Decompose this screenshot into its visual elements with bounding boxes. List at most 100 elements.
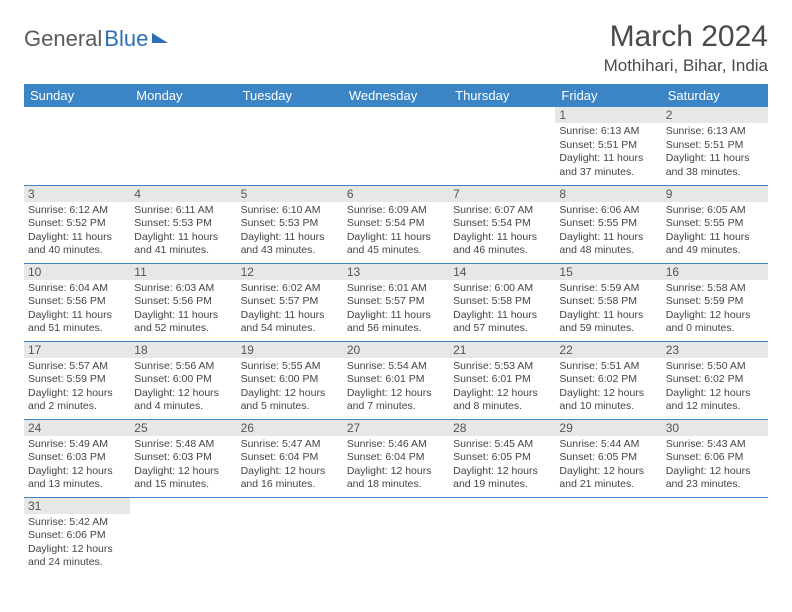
- sunset-line: Sunset: 5:51 PM: [559, 139, 657, 153]
- day-content: Sunrise: 5:46 AMSunset: 6:04 PMDaylight:…: [343, 436, 449, 497]
- calendar-cell: [343, 107, 449, 185]
- sunrise-line: Sunrise: 6:04 AM: [28, 282, 126, 296]
- day-number: 4: [130, 186, 236, 202]
- day-number: 20: [343, 342, 449, 358]
- daylight-line: Daylight: 12 hours and 13 minutes.: [28, 465, 126, 492]
- sunrise-line: Sunrise: 5:51 AM: [559, 360, 657, 374]
- sunrise-line: Sunrise: 5:42 AM: [28, 516, 126, 530]
- calendar-cell: 10Sunrise: 6:04 AMSunset: 5:56 PMDayligh…: [24, 263, 130, 341]
- calendar-cell: 26Sunrise: 5:47 AMSunset: 6:04 PMDayligh…: [237, 419, 343, 497]
- empty-daynum: [343, 107, 449, 123]
- calendar-cell: 25Sunrise: 5:48 AMSunset: 6:03 PMDayligh…: [130, 419, 236, 497]
- calendar-cell: 18Sunrise: 5:56 AMSunset: 6:00 PMDayligh…: [130, 341, 236, 419]
- daylight-line: Daylight: 12 hours and 2 minutes.: [28, 387, 126, 414]
- sunset-line: Sunset: 5:58 PM: [559, 295, 657, 309]
- calendar-cell: 11Sunrise: 6:03 AMSunset: 5:56 PMDayligh…: [130, 263, 236, 341]
- day-content: Sunrise: 5:58 AMSunset: 5:59 PMDaylight:…: [662, 280, 768, 341]
- daylight-line: Daylight: 11 hours and 54 minutes.: [241, 309, 339, 336]
- day-number: 18: [130, 342, 236, 358]
- day-number: 3: [24, 186, 130, 202]
- daylight-line: Daylight: 11 hours and 51 minutes.: [28, 309, 126, 336]
- sunset-line: Sunset: 6:06 PM: [28, 529, 126, 543]
- sunset-line: Sunset: 5:51 PM: [666, 139, 764, 153]
- day-number: 8: [555, 186, 661, 202]
- calendar-cell: [130, 497, 236, 575]
- day-number: 27: [343, 420, 449, 436]
- calendar-table: SundayMondayTuesdayWednesdayThursdayFrid…: [24, 84, 768, 575]
- day-content: Sunrise: 5:55 AMSunset: 6:00 PMDaylight:…: [237, 358, 343, 419]
- calendar-cell: [237, 497, 343, 575]
- day-number: 11: [130, 264, 236, 280]
- day-number: 2: [662, 107, 768, 123]
- calendar-cell: [343, 497, 449, 575]
- calendar-cell: 30Sunrise: 5:43 AMSunset: 6:06 PMDayligh…: [662, 419, 768, 497]
- title-block: March 2024 Mothihari, Bihar, India: [604, 20, 768, 76]
- day-content: Sunrise: 5:50 AMSunset: 6:02 PMDaylight:…: [662, 358, 768, 419]
- sunrise-line: Sunrise: 5:50 AM: [666, 360, 764, 374]
- sunset-line: Sunset: 5:59 PM: [666, 295, 764, 309]
- daylight-line: Daylight: 12 hours and 21 minutes.: [559, 465, 657, 492]
- day-number: 19: [237, 342, 343, 358]
- daylight-line: Daylight: 11 hours and 49 minutes.: [666, 231, 764, 258]
- day-content: Sunrise: 6:00 AMSunset: 5:58 PMDaylight:…: [449, 280, 555, 341]
- day-number: 23: [662, 342, 768, 358]
- weekday-header: Wednesday: [343, 84, 449, 107]
- daylight-line: Daylight: 12 hours and 4 minutes.: [134, 387, 232, 414]
- sunrise-line: Sunrise: 5:47 AM: [241, 438, 339, 452]
- day-number: 14: [449, 264, 555, 280]
- day-content: Sunrise: 5:49 AMSunset: 6:03 PMDaylight:…: [24, 436, 130, 497]
- day-content: Sunrise: 6:09 AMSunset: 5:54 PMDaylight:…: [343, 202, 449, 263]
- calendar-body: 1Sunrise: 6:13 AMSunset: 5:51 PMDaylight…: [24, 107, 768, 575]
- sunrise-line: Sunrise: 5:43 AM: [666, 438, 764, 452]
- sunset-line: Sunset: 6:04 PM: [347, 451, 445, 465]
- calendar-cell: 5Sunrise: 6:10 AMSunset: 5:53 PMDaylight…: [237, 185, 343, 263]
- weekday-header: Thursday: [449, 84, 555, 107]
- calendar-cell: 2Sunrise: 6:13 AMSunset: 5:51 PMDaylight…: [662, 107, 768, 185]
- daylight-line: Daylight: 11 hours and 37 minutes.: [559, 152, 657, 179]
- day-content: Sunrise: 6:13 AMSunset: 5:51 PMDaylight:…: [662, 123, 768, 184]
- calendar-row: 10Sunrise: 6:04 AMSunset: 5:56 PMDayligh…: [24, 263, 768, 341]
- day-number: 9: [662, 186, 768, 202]
- calendar-cell: 27Sunrise: 5:46 AMSunset: 6:04 PMDayligh…: [343, 419, 449, 497]
- sunrise-line: Sunrise: 5:59 AM: [559, 282, 657, 296]
- day-content: Sunrise: 6:13 AMSunset: 5:51 PMDaylight:…: [555, 123, 661, 184]
- day-number: 6: [343, 186, 449, 202]
- calendar-cell: 19Sunrise: 5:55 AMSunset: 6:00 PMDayligh…: [237, 341, 343, 419]
- day-content: Sunrise: 6:07 AMSunset: 5:54 PMDaylight:…: [449, 202, 555, 263]
- sunrise-line: Sunrise: 6:11 AM: [134, 204, 232, 218]
- calendar-cell: 15Sunrise: 5:59 AMSunset: 5:58 PMDayligh…: [555, 263, 661, 341]
- calendar-cell: 6Sunrise: 6:09 AMSunset: 5:54 PMDaylight…: [343, 185, 449, 263]
- calendar-row: 17Sunrise: 5:57 AMSunset: 5:59 PMDayligh…: [24, 341, 768, 419]
- empty-daynum: [449, 107, 555, 123]
- logo-text-2: Blue: [104, 26, 148, 52]
- sunset-line: Sunset: 5:57 PM: [347, 295, 445, 309]
- sunrise-line: Sunrise: 6:01 AM: [347, 282, 445, 296]
- sunset-line: Sunset: 6:01 PM: [453, 373, 551, 387]
- sunset-line: Sunset: 5:57 PM: [241, 295, 339, 309]
- daylight-line: Daylight: 11 hours and 41 minutes.: [134, 231, 232, 258]
- logo-text-1: General: [24, 26, 102, 52]
- sunset-line: Sunset: 6:05 PM: [453, 451, 551, 465]
- weekday-header: Saturday: [662, 84, 768, 107]
- calendar-cell: 29Sunrise: 5:44 AMSunset: 6:05 PMDayligh…: [555, 419, 661, 497]
- day-content: Sunrise: 6:12 AMSunset: 5:52 PMDaylight:…: [24, 202, 130, 263]
- day-number: 16: [662, 264, 768, 280]
- calendar-cell: [24, 107, 130, 185]
- day-content: Sunrise: 6:05 AMSunset: 5:55 PMDaylight:…: [662, 202, 768, 263]
- calendar-cell: 16Sunrise: 5:58 AMSunset: 5:59 PMDayligh…: [662, 263, 768, 341]
- day-number: 29: [555, 420, 661, 436]
- day-content: Sunrise: 5:56 AMSunset: 6:00 PMDaylight:…: [130, 358, 236, 419]
- calendar-cell: 24Sunrise: 5:49 AMSunset: 6:03 PMDayligh…: [24, 419, 130, 497]
- sunset-line: Sunset: 6:03 PM: [134, 451, 232, 465]
- daylight-line: Daylight: 11 hours and 48 minutes.: [559, 231, 657, 258]
- sunrise-line: Sunrise: 6:13 AM: [559, 125, 657, 139]
- calendar-cell: 7Sunrise: 6:07 AMSunset: 5:54 PMDaylight…: [449, 185, 555, 263]
- calendar-cell: [662, 497, 768, 575]
- sunset-line: Sunset: 5:54 PM: [453, 217, 551, 231]
- sunset-line: Sunset: 6:03 PM: [28, 451, 126, 465]
- day-content: Sunrise: 5:57 AMSunset: 5:59 PMDaylight:…: [24, 358, 130, 419]
- sunrise-line: Sunrise: 5:46 AM: [347, 438, 445, 452]
- day-number: 7: [449, 186, 555, 202]
- logo: GeneralBlue: [24, 26, 168, 52]
- calendar-row: 1Sunrise: 6:13 AMSunset: 5:51 PMDaylight…: [24, 107, 768, 185]
